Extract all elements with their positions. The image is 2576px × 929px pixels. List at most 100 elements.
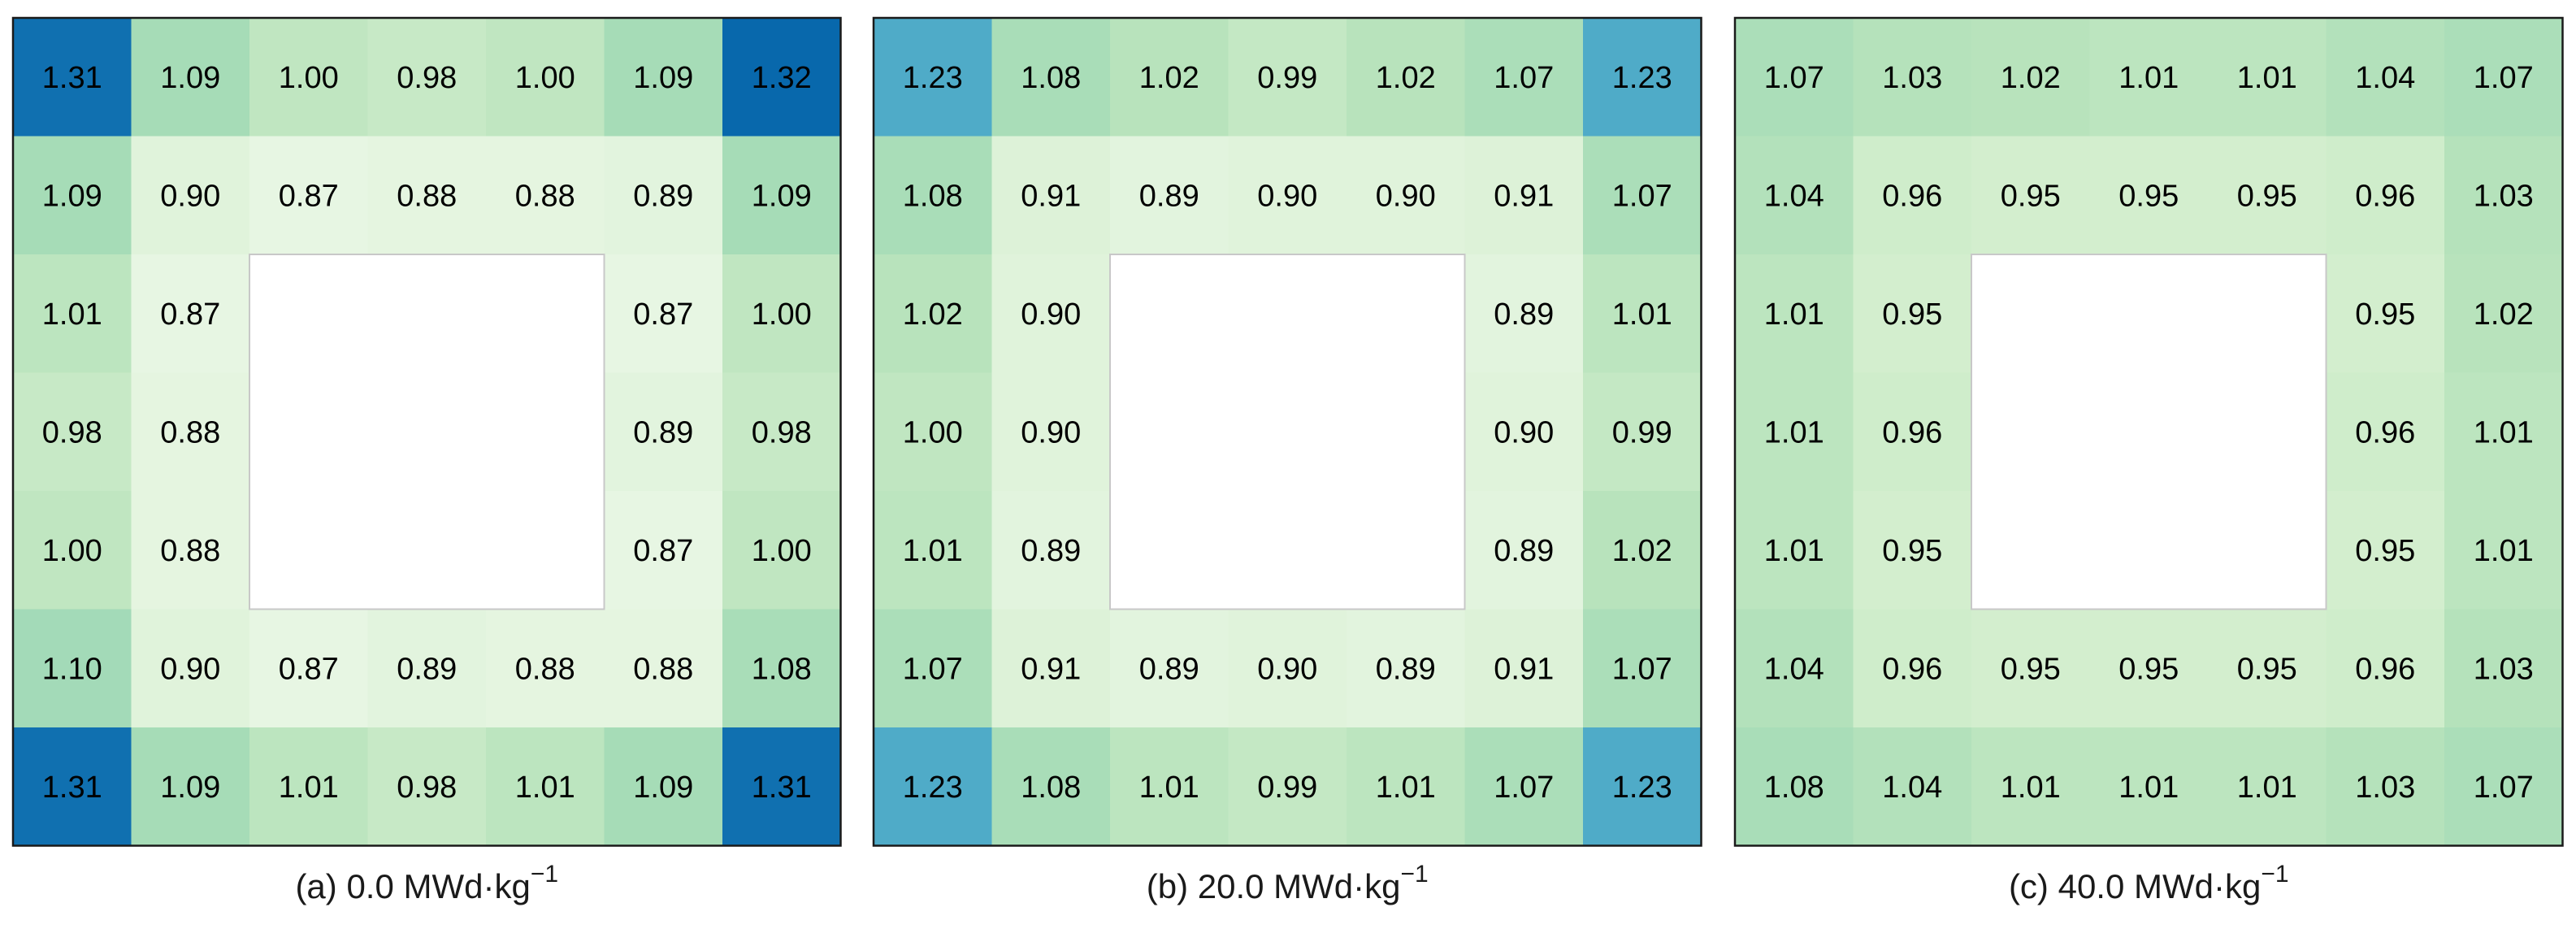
heatmap-cell	[1971, 18, 2091, 137]
heatmap-cell	[2326, 372, 2445, 492]
cell-value-label: 0.95	[2001, 652, 2061, 686]
heatmap-cell	[2326, 727, 2445, 847]
cell-value-label: 1.01	[2118, 771, 2179, 805]
cell-value-label: 1.01	[2474, 534, 2534, 568]
heatmap-cell	[1971, 609, 2091, 728]
heatmap-panel: 1.23 1.08 1.02 0.99 1.02 1.07 1.23 1.08 0.91 0.89…	[872, 16, 1702, 905]
cell-value-label: 1.07	[1494, 61, 1554, 95]
cell-value-label: 1.03	[2474, 179, 2534, 213]
heatmap-cell	[13, 136, 132, 255]
heatmap-cell	[1583, 372, 1702, 492]
heatmap-cell	[1971, 727, 2091, 847]
cell-value-label: 1.01	[1764, 297, 1824, 332]
cell-value-label: 0.89	[397, 652, 457, 686]
cell-value-label: 0.88	[515, 179, 575, 213]
heatmap-cell	[1228, 727, 1347, 847]
heatmap-cell	[2444, 254, 2564, 374]
heatmap-cell	[722, 491, 842, 610]
cell-value-label: 0.95	[1882, 297, 1942, 332]
heatmap-cell	[486, 136, 605, 255]
heatmap-cell	[874, 136, 993, 255]
heatmap-cell	[2444, 491, 2564, 610]
cell-value-label: 1.09	[160, 771, 220, 805]
heatmap-cell	[1853, 727, 1972, 847]
cell-value-label: 0.96	[2355, 652, 2415, 686]
cell-value-label: 1.00	[903, 415, 963, 449]
cell-value-label: 0.89	[1139, 652, 1199, 686]
heatmap-cell	[2208, 18, 2327, 137]
cell-value-label: 0.88	[160, 534, 220, 568]
heatmap-cell	[1464, 136, 1584, 255]
heatmap-cell	[604, 372, 723, 492]
heatmap-panel: 1.07 1.03 1.02 1.01 1.01 1.04 1.07 1.04 0.96 0.95…	[1733, 16, 2564, 905]
cell-value-label: 1.01	[2118, 61, 2179, 95]
heatmap-cell	[131, 491, 250, 610]
cell-value-label: 0.98	[397, 771, 457, 805]
heatmap-cell	[1110, 136, 1229, 255]
cell-value-label: 0.89	[633, 415, 693, 449]
cell-value-label: 1.31	[752, 771, 812, 805]
cell-value-label: 1.10	[42, 652, 102, 686]
heatmap-cell	[991, 254, 1111, 374]
heatmap-cell	[722, 727, 842, 847]
cell-value-label: 1.07	[2474, 61, 2534, 95]
cell-value-label: 0.88	[160, 415, 220, 449]
heatmap-cell	[2208, 136, 2327, 255]
heatmap-cell	[1971, 136, 2091, 255]
cell-value-label: 1.07	[1612, 179, 1672, 213]
heatmap-cell	[722, 609, 842, 728]
heatmap-cell	[604, 136, 723, 255]
cell-value-label: 1.01	[2001, 771, 2061, 805]
heatmap-cell	[1464, 254, 1584, 374]
cell-value-label: 0.90	[1257, 179, 1317, 213]
cell-value-label: 1.03	[2355, 771, 2415, 805]
cell-value-label: 1.08	[1764, 771, 1824, 805]
heatmap-cell	[1853, 136, 1972, 255]
cell-value-label: 0.91	[1021, 652, 1081, 686]
heatmap-cell	[1347, 136, 1466, 255]
cell-value-label: 1.09	[752, 179, 812, 213]
cell-value-label: 0.95	[2355, 534, 2415, 568]
cell-value-label: 1.08	[752, 652, 812, 686]
heatmap-cell	[1464, 372, 1584, 492]
heatmap-cell	[1735, 372, 1854, 492]
heatmap-panel: 1.31 1.09 1.00 0.98 1.00 1.09 1.32 1.09 0.90 0.87…	[11, 16, 842, 905]
heatmap-cell	[2326, 136, 2445, 255]
cell-value-label: 0.91	[1494, 179, 1554, 213]
heatmap-cell	[2326, 254, 2445, 374]
heatmap-cell	[1853, 254, 1972, 374]
caption-exponent: −1	[2261, 861, 2288, 888]
cell-value-label: 0.96	[1882, 652, 1942, 686]
heatmap-cell	[1464, 491, 1584, 610]
heatmap-cell	[1853, 18, 1972, 137]
heatmap-cell	[131, 372, 250, 492]
cell-value-label: 0.90	[1376, 179, 1436, 213]
cell-value-label: 1.01	[515, 771, 575, 805]
cell-value-label: 0.99	[1257, 771, 1317, 805]
heatmap-cell	[2089, 609, 2209, 728]
heatmap-cell	[1735, 609, 1854, 728]
heatmap-cell	[13, 609, 132, 728]
caption-text: (a) 0.0 MWd·kg	[295, 867, 530, 905]
cell-value-label: 0.96	[1882, 179, 1942, 213]
heatmap-cell	[249, 609, 369, 728]
cell-value-label: 0.98	[42, 415, 102, 449]
cell-value-label: 0.88	[397, 179, 457, 213]
heatmap-cell	[13, 372, 132, 492]
cell-value-label: 1.00	[279, 61, 339, 95]
heatmap-cell	[874, 609, 993, 728]
panel-frame	[1733, 16, 2564, 847]
heatmap-cell	[991, 491, 1111, 610]
cell-value-label: 1.09	[633, 61, 693, 95]
heatmap-cell	[367, 18, 487, 137]
heatmap-cell	[991, 609, 1111, 728]
cell-value-label: 1.01	[1376, 771, 1436, 805]
cell-value-label: 1.02	[2474, 297, 2534, 332]
heatmap-cell	[1110, 727, 1229, 847]
heatmap-cell	[1735, 727, 1854, 847]
heatmap-cell	[874, 491, 993, 610]
heatmap-cell	[2208, 609, 2327, 728]
cell-value-label: 0.99	[1612, 415, 1672, 449]
heatmap-cell	[367, 609, 487, 728]
